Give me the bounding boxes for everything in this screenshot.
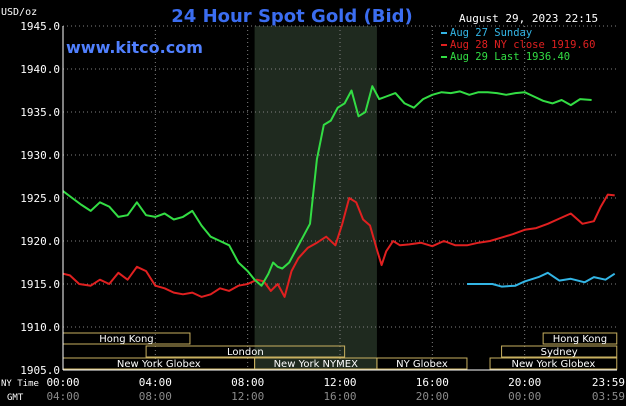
y-tick-label: 1935.0: [20, 106, 60, 119]
series-line: [467, 271, 616, 288]
x-tick-label-nytime: 16:00: [416, 376, 449, 389]
y-tick-label: 1945.0: [20, 20, 60, 33]
price-series: [62, 85, 616, 298]
axes: 1945.0 1940.0 1935.0 1930.0 1925.0 1920.0 1915…: [20, 20, 625, 403]
timestamp-label: August 29, 2023 22:15: [459, 12, 598, 25]
x-tick-label-nytime: 12:00: [323, 376, 356, 389]
session-bar: [542, 332, 618, 345]
session-label: New York NYMEX: [274, 359, 359, 370]
chart-title: 24 Hour Spot Gold (Bid): [171, 6, 412, 27]
y-tick-label: 1915.0: [20, 278, 60, 291]
x-tick-label-nytime: 04:00: [139, 376, 172, 389]
x-axis-nytime-label: NY Time: [1, 379, 39, 389]
x-tick-label-gmt: 08:00: [139, 390, 172, 403]
x-tick-label-nytime: 20:00: [508, 376, 541, 389]
series-line: [62, 85, 592, 287]
legend-label: Aug 27 Sunday: [450, 27, 532, 39]
session-bar: [376, 357, 468, 370]
session-label: New York Globex: [117, 359, 201, 370]
session-bar: [145, 345, 346, 358]
y-tick-label: 1910.0: [20, 321, 60, 334]
website-label: www.kitco.com: [66, 38, 203, 57]
session-label: NY Globex: [396, 359, 448, 370]
x-tick-label-gmt: 03:59: [592, 390, 625, 403]
x-tick-label-gmt: 20:00: [416, 390, 449, 403]
session-label: Sydney: [541, 347, 578, 358]
series-line: [62, 193, 615, 298]
session-label: Hong Kong: [553, 334, 607, 345]
y-tick-label: 1925.0: [20, 192, 60, 205]
x-tick-label-gmt: 04:00: [46, 390, 79, 403]
y-tick-label: 1940.0: [20, 63, 60, 76]
y-tick-label: 1905.0: [20, 364, 60, 377]
legend-label: Aug 28 NY close 1919.60: [450, 39, 595, 51]
y-tick-label: 1930.0: [20, 149, 60, 162]
legend-label: Aug 29 Last 1936.40: [450, 51, 570, 63]
x-axis-gmt-label: GMT: [7, 393, 24, 403]
session-label: New York Globex: [511, 359, 595, 370]
session-label: Hong Kong: [99, 334, 153, 345]
y-axis-unit-label: USD/oz: [1, 7, 37, 18]
y-tick-label: 1920.0: [20, 235, 60, 248]
x-tick-label-nytime: 23:59: [592, 376, 625, 389]
x-tick-label-gmt: 00:00: [508, 390, 541, 403]
x-tick-label-gmt: 12:00: [231, 390, 264, 403]
x-tick-label-nytime: 08:00: [231, 376, 264, 389]
x-tick-label-gmt: 16:00: [323, 390, 356, 403]
x-tick-label-nytime: 00:00: [46, 376, 79, 389]
session-bar: [489, 357, 618, 370]
session-label: London: [227, 347, 264, 358]
session-bar: [501, 345, 618, 358]
